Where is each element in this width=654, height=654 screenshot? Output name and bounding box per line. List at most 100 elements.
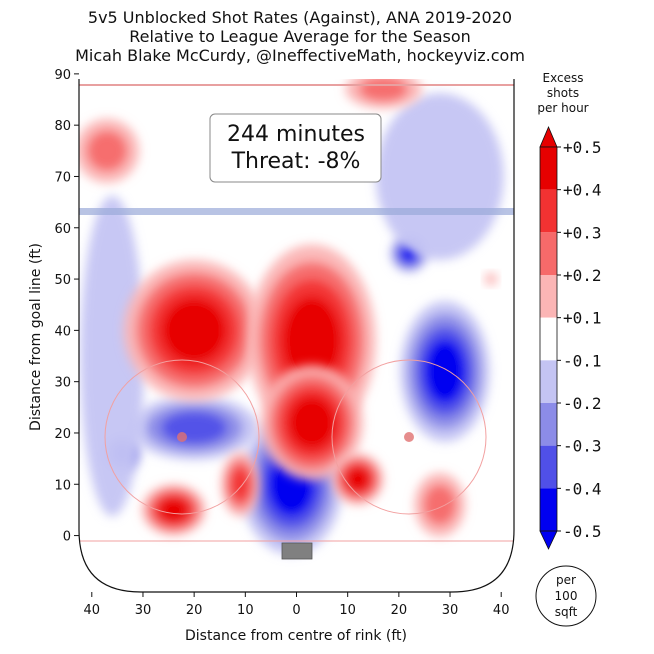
colorbar-tick-label: +0.5 (563, 138, 602, 157)
chart-credit: Micah Blake McCurdy, @IneffectiveMath, h… (75, 46, 525, 65)
colorbar-tick-label: -0.4 (563, 479, 602, 498)
colorbar-tick-label: -0.5 (563, 522, 602, 541)
y-tick-label: 20 (54, 427, 71, 442)
hot-region-9 (484, 272, 498, 286)
y-tick-label: 30 (54, 376, 71, 391)
colorbar-tick-label: -0.3 (563, 437, 602, 456)
unit-badge-circle (535, 565, 597, 627)
right-faceoff-circle (331, 359, 487, 515)
threat-annotation: 244 minutes Threat: -8% (209, 113, 382, 183)
unit-badge-line-1: per (556, 573, 576, 587)
unit-badge: per 100 sqft (535, 565, 597, 627)
y-tick-label: 90 (54, 68, 71, 83)
colorbar-band (540, 445, 557, 489)
x-tick-label: 40 (493, 603, 510, 618)
threat-text: Threat: -8% (231, 149, 361, 174)
minutes-text: 244 minutes (227, 122, 365, 147)
hot-region-3 (332, 453, 384, 505)
left-faceoff-circle (104, 359, 260, 515)
x-tick-label: 10 (339, 603, 356, 618)
colorbar: Excess shots per hour +0.5+0.4+0.3+0.2+0… (537, 71, 602, 550)
annotation-box (209, 113, 382, 183)
hot-region-6 (414, 472, 466, 537)
x-tick-label: 20 (391, 603, 408, 618)
colorbar-band (540, 147, 557, 190)
contour-band (358, 79, 409, 102)
colorbar-bottom-arrow (539, 530, 558, 550)
colorbar-tick-label: +0.4 (563, 181, 602, 200)
x-tick-label: 10 (237, 603, 254, 618)
x-axis: 40 30 20 10 0 10 20 30 40 (84, 592, 510, 618)
x-tick-label: 0 (292, 603, 300, 618)
colorbar-band (540, 189, 557, 233)
cold-region-14 (130, 395, 259, 460)
colorbar-title-3: per hour (537, 101, 588, 115)
right-faceoff-dot (404, 432, 414, 442)
colorbar-tick-label: -0.1 (563, 351, 602, 370)
colorbar-bands (539, 125, 558, 550)
unit-badge-line-3: sqft (555, 605, 578, 619)
colorbar-band (540, 275, 557, 318)
colorbar-frame (539, 146, 558, 532)
cold-regions (80, 93, 504, 555)
colorbar-tick-label: +0.2 (563, 266, 602, 285)
contour-band (86, 130, 128, 172)
chart-subtitle: Relative to League Average for the Seaso… (129, 27, 471, 46)
contour-band (346, 467, 370, 491)
contour-band (424, 338, 466, 404)
hot-region-8 (345, 79, 422, 109)
colorbar-title-1: Excess (543, 71, 584, 85)
colorbar-band (540, 360, 557, 403)
x-tick-label: 30 (135, 603, 152, 618)
colorbar-band (540, 317, 557, 361)
contour-band (158, 498, 189, 522)
contour-band (288, 396, 336, 450)
y-tick-label: 0 (63, 530, 71, 545)
colorbar-labels: +0.5 +0.4 +0.3 +0.2 +0.1 -0.1 -0.2 -0.3 -0.4 -0.5 (557, 138, 602, 541)
contour-band (161, 297, 227, 363)
hot-region-7 (79, 118, 140, 183)
contour-band (484, 272, 498, 286)
contour-band (423, 484, 457, 526)
colorbar-band (540, 403, 557, 446)
colorbar-band (540, 488, 557, 531)
colorbar-band (540, 232, 557, 275)
colorbar-tick-label: +0.1 (563, 309, 602, 328)
blue-line (79, 208, 514, 215)
cold-region-16 (80, 195, 145, 517)
contour-band (160, 411, 228, 445)
y-tick-label: 40 (54, 324, 71, 339)
y-tick-label: 60 (54, 222, 71, 237)
chart-title: 5v5 Unblocked Shot Rates (Against), ANA … (87, 8, 513, 27)
x-axis-label: Distance from centre of rink (ft) (185, 628, 407, 644)
colorbar-tick-label: -0.2 (563, 394, 602, 413)
colorbar-tick-label: +0.3 (563, 223, 602, 242)
unit-badge-line-2: 100 (555, 589, 578, 603)
contour-band (80, 195, 145, 517)
hot-region-2 (260, 364, 364, 481)
hot-regions (79, 79, 498, 537)
contour-band (375, 93, 504, 260)
y-tick-label: 50 (54, 273, 71, 288)
contour-band (282, 296, 342, 385)
hot-region-4 (141, 484, 206, 536)
goal-net (281, 542, 313, 560)
y-axis: 0 10 20 30 40 50 60 70 80 90 (54, 68, 79, 545)
y-tick-label: 70 (54, 170, 71, 185)
left-faceoff-dot (177, 432, 187, 442)
y-tick-label: 10 (54, 478, 71, 493)
colorbar-top-arrow (539, 125, 558, 148)
cold-region-15 (375, 93, 504, 260)
y-tick-label: 80 (54, 119, 71, 134)
hot-region-0 (123, 259, 265, 401)
y-axis-label: Distance from goal line (ft) (28, 243, 44, 431)
cold-region-11 (400, 300, 490, 442)
x-tick-label: 30 (442, 603, 459, 618)
x-tick-label: 40 (84, 603, 101, 618)
x-tick-label: 20 (186, 603, 203, 618)
heatmap-field (79, 79, 514, 555)
colorbar-title-2: shots (547, 86, 579, 100)
hot-region-5 (221, 452, 260, 517)
contour-band (230, 467, 251, 501)
